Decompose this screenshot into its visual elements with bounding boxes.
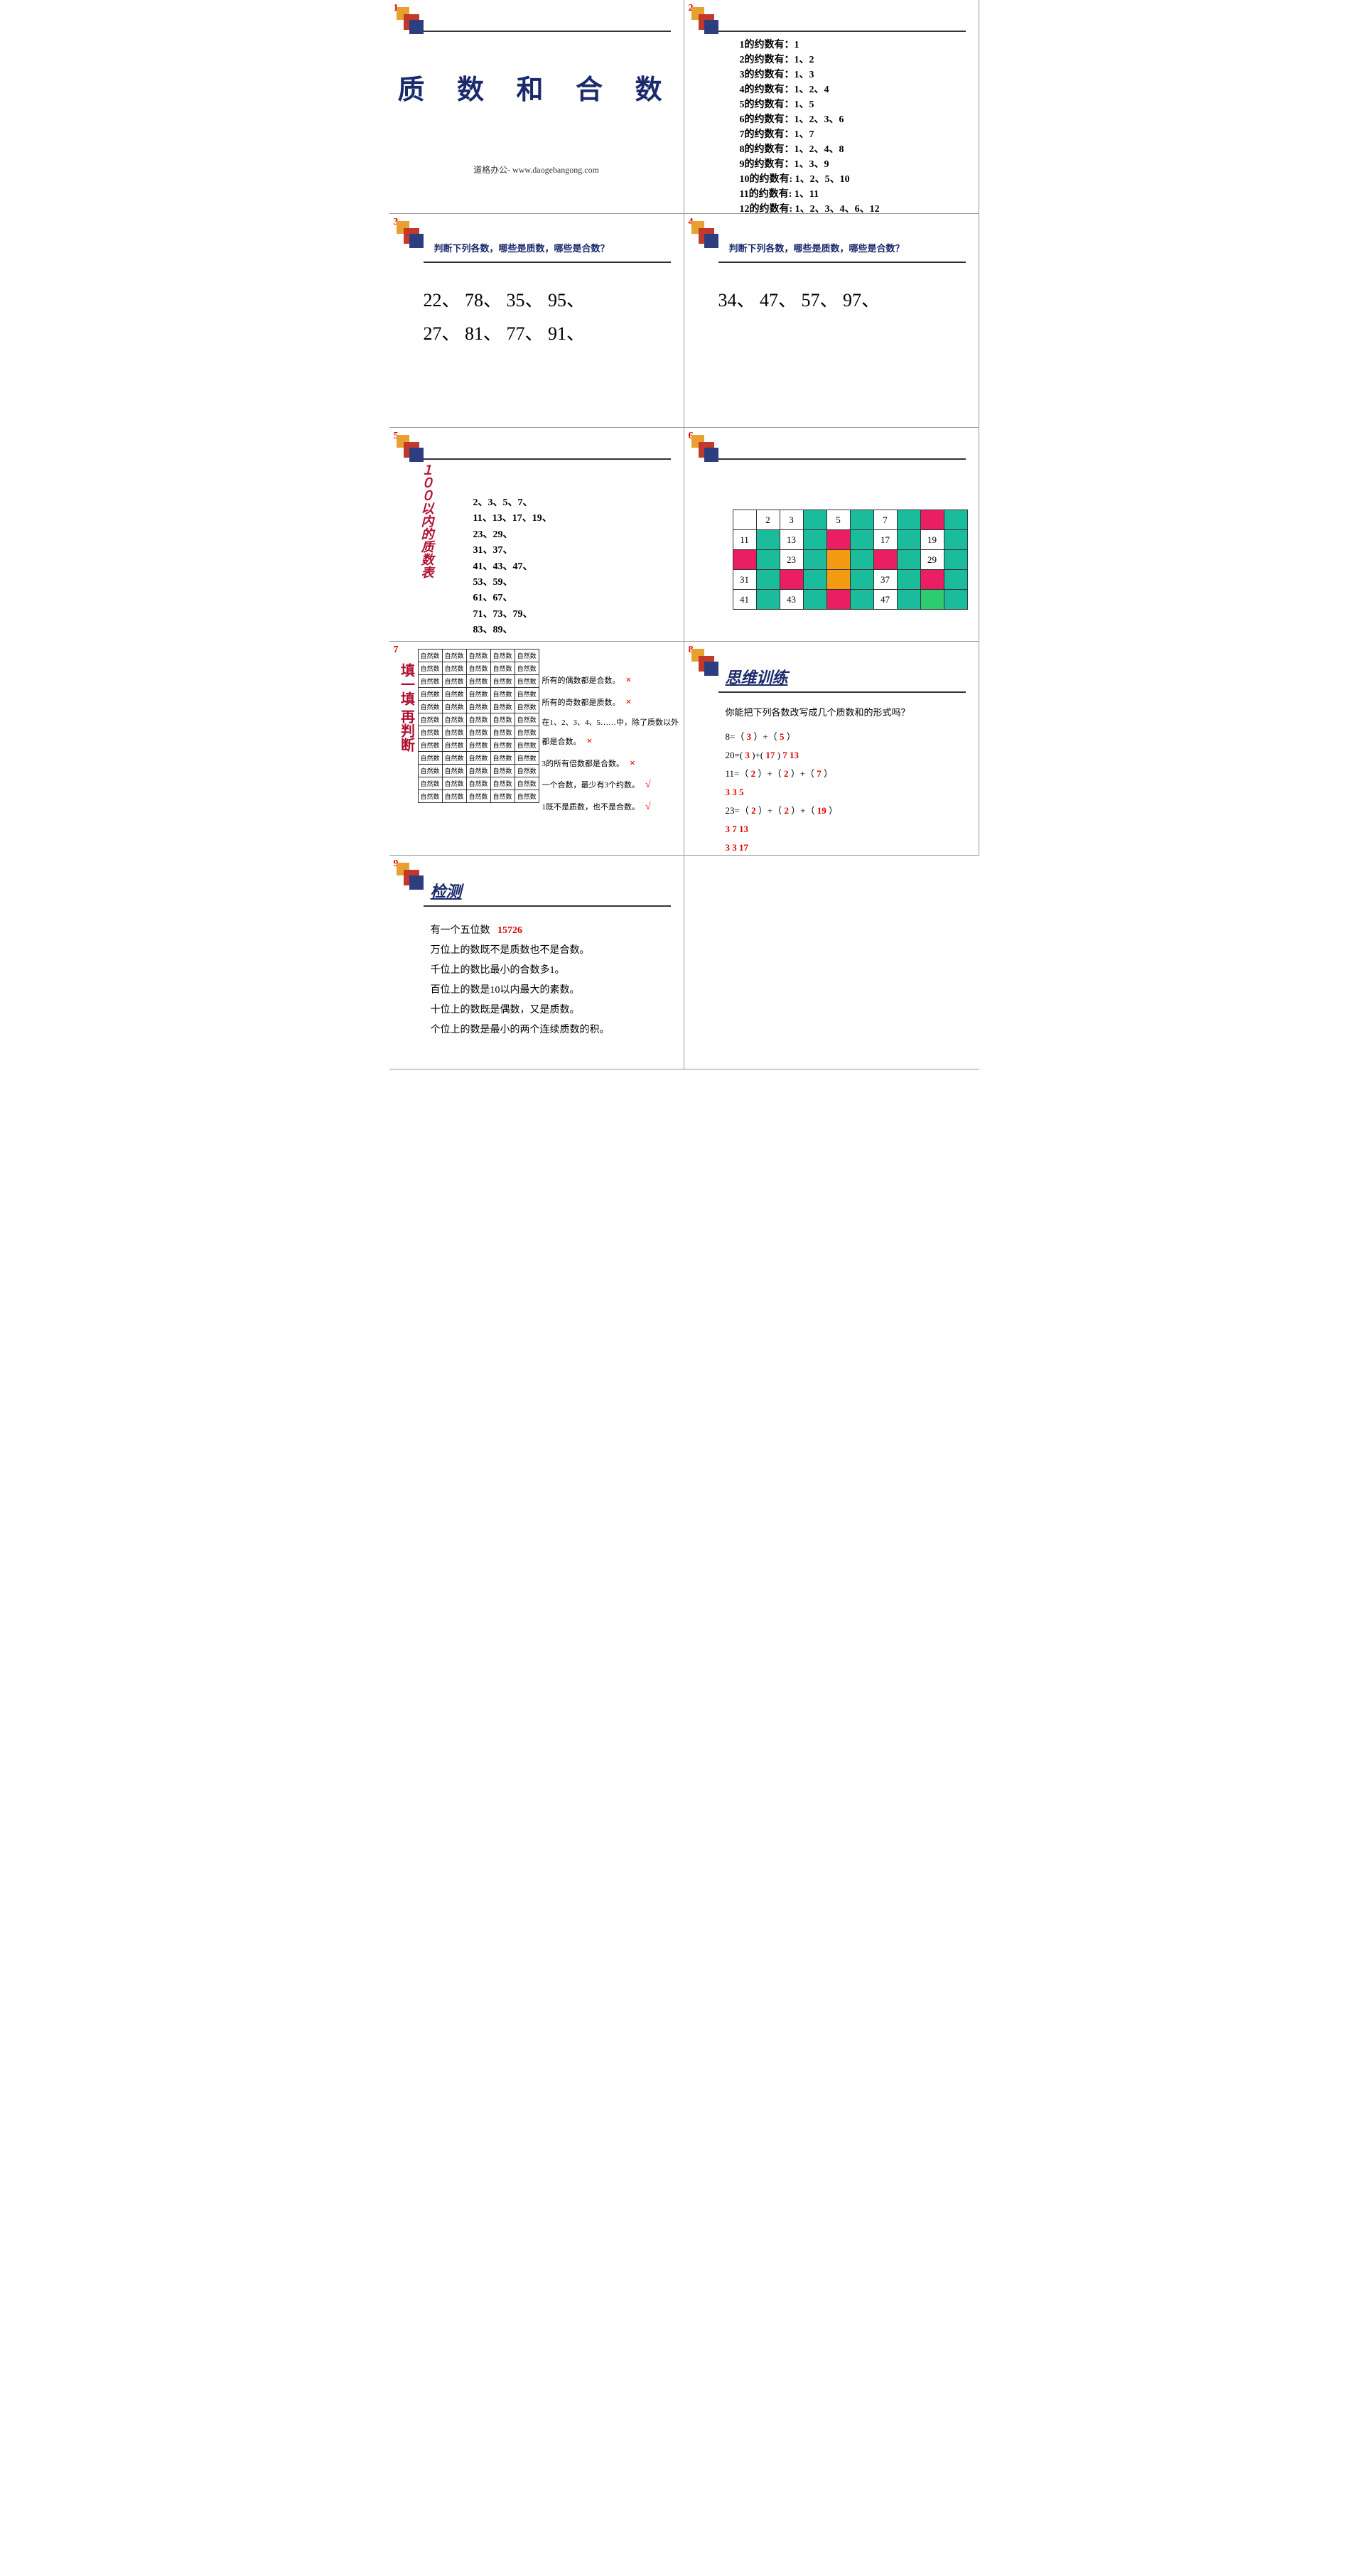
slide-8: 8 思维训练 你能把下列各数改写成几个质数和的形式吗？ 8=（ 3 ）+（ 5 …: [684, 642, 979, 855]
thinking-content: 你能把下列各数改写成几个质数和的形式吗？ 8=（ 3 ）+（ 5 ）20=( 3…: [726, 704, 973, 857]
slide-4: 4 判断下列各数，哪些是质数，哪些是合数？ 34、 47、 57、 97、: [684, 214, 979, 427]
empty-slide: [684, 856, 979, 1069]
corner-decoration: [691, 649, 723, 681]
corner-decoration: [691, 435, 723, 467]
slide-5: 5 １００以内的质数表 2、3、5、7、11、13、17、19、23、29、31…: [389, 428, 684, 641]
section-title: 思维训练: [726, 665, 973, 688]
slide-6: 6 23571113171923293137414347: [684, 428, 979, 641]
vertical-title: １００以内的质数表: [418, 463, 436, 578]
corner-decoration: [691, 221, 723, 253]
prime-grid: 23571113171923293137414347: [733, 510, 968, 610]
slide-9: 9 检测 有一个五位数 15726万位上的数既不是质数也不是合数。千位上的数比最…: [389, 856, 684, 1069]
number-list: 22、 78、 35、 95、 27、 81、 77、 91、: [424, 284, 678, 351]
divisor-list: 1的约数有：12的约数有：1、23的约数有：1、34的约数有：1、2、45的约数…: [740, 38, 973, 217]
slide-1: 1 质 数 和 合 数 道格办公- www.daogebangong.com: [389, 0, 684, 213]
natural-number-table: 自然数自然数自然数自然数自然数自然数自然数自然数自然数自然数自然数自然数自然数自…: [418, 649, 539, 803]
corner-decoration: [397, 221, 429, 253]
corner-decoration: [397, 435, 429, 467]
slides-container: 1 质 数 和 合 数 道格办公- www.daogebangong.com 2…: [389, 0, 979, 1069]
number-list: 34、 47、 57、 97、: [718, 284, 973, 318]
footer-text: 道格办公- www.daogebangong.com: [395, 163, 678, 176]
true-false-list: 所有的偶数都是合数。×所有的奇数都是质数。×在1、2、3、4、5……中，除了质数…: [542, 670, 684, 819]
slide-number: 7: [394, 645, 399, 656]
question-text: 判断下列各数，哪些是质数，哪些是合数？: [729, 241, 973, 254]
test-content: 有一个五位数 15726万位上的数既不是质数也不是合数。千位上的数比最小的合数多…: [431, 921, 678, 1040]
vertical-title: 填一填 再判断: [397, 663, 417, 752]
question-text: 判断下列各数，哪些是质数，哪些是合数？: [434, 241, 678, 254]
slide-3: 3 判断下列各数，哪些是质数，哪些是合数？ 22、 78、 35、 95、 27…: [389, 214, 684, 427]
main-title: 质 数 和 合 数: [395, 68, 678, 107]
corner-decoration: [397, 7, 429, 39]
prime-list: 2、3、5、7、11、13、17、19、23、29、31、37、41、43、47…: [473, 495, 678, 654]
corner-decoration: [397, 863, 429, 895]
section-title: 检测: [431, 879, 678, 902]
slide-7: 7 填一填 再判断 自然数自然数自然数自然数自然数自然数自然数自然数自然数自然数…: [389, 642, 684, 855]
corner-decoration: [691, 7, 723, 39]
slide-2: 2 1的约数有：12的约数有：1、23的约数有：1、34的约数有：1、2、45的…: [684, 0, 979, 213]
